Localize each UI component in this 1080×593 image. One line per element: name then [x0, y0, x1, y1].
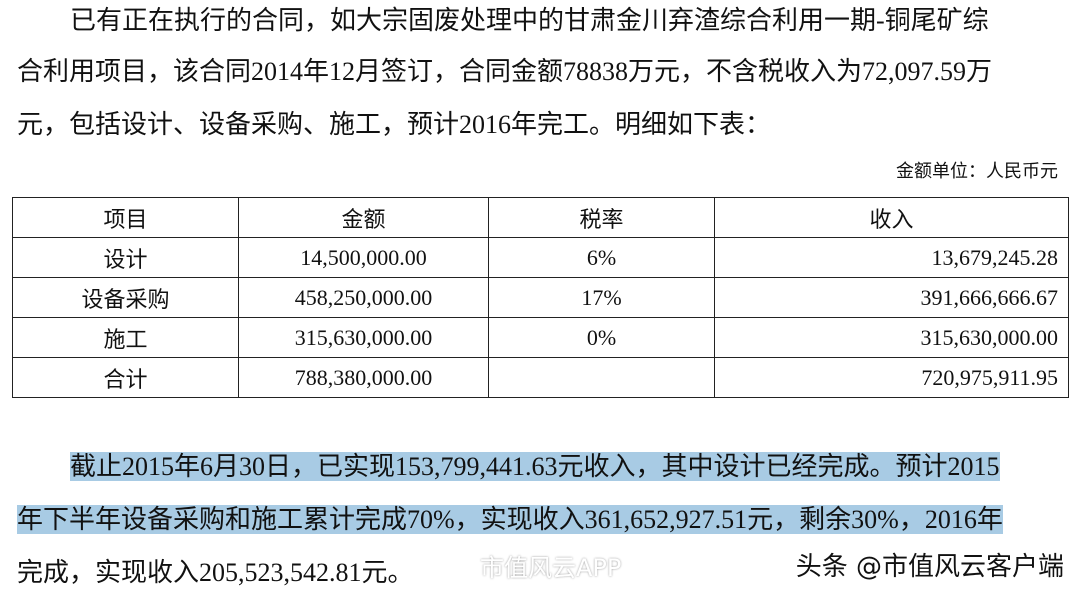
cell: 合计	[12, 357, 239, 398]
highlighted-text: 截止2015年6月30日，已实现153,799,441.63元收入，其中设计已经…	[70, 452, 1000, 481]
cell: 17%	[488, 277, 715, 318]
cell	[488, 357, 715, 398]
table-row: 施工 315,630,000.00 0% 315,630,000.00	[12, 317, 1069, 358]
header-cell: 金额	[238, 197, 489, 238]
cell: 6%	[488, 237, 715, 278]
cell: 0%	[488, 317, 715, 358]
cell: 设备采购	[12, 277, 239, 318]
table-row: 合计 788,380,000.00 720,975,911.95	[12, 357, 1069, 398]
contract-table: 项目 金额 税率 收入 设计 14,500,000.00 6% 13,679,245.…	[12, 197, 1069, 398]
toutiao-watermark: 头条 @市值风云客户端	[795, 552, 1064, 582]
table-row: 设备采购 458,250,000.00 17% 391,666,666.67	[12, 277, 1069, 318]
paragraph-line: 合利用项目，该合同2014年12月签订，合同金额78838万元，不含税收入为72…	[17, 57, 993, 86]
cell: 458,250,000.00	[238, 277, 489, 318]
cell: 14,500,000.00	[238, 237, 489, 278]
weibo-watermark: 市值风云APP	[480, 554, 622, 582]
header-cell: 收入	[714, 197, 1069, 238]
cell: 315,630,000.00	[714, 317, 1069, 358]
cell: 315,630,000.00	[238, 317, 489, 358]
paragraph-line: 完成，实现收入205,523,542.81元。	[17, 558, 414, 587]
cell: 施工	[12, 317, 239, 358]
paragraph-line: 年下半年设备采购和施工累计完成70%，实现收入361,652,927.51元，剩…	[17, 503, 1003, 537]
cell: 720,975,911.95	[714, 357, 1069, 398]
table-header-row: 项目 金额 税率 收入	[12, 197, 1069, 238]
cell: 788,380,000.00	[238, 357, 489, 398]
paragraph-line: 元，包括设计、设备采购、施工，预计2016年完工。明细如下表：	[17, 110, 772, 139]
unit-note: 金额单位：人民币元	[896, 161, 1058, 181]
paragraph-line: 已有正在执行的合同，如大宗固废处理中的甘肃金川弃渣综合利用一期-铜尾矿综	[70, 6, 989, 35]
header-cell: 项目	[12, 197, 239, 238]
highlighted-text: 年下半年设备采购和施工累计完成70%，实现收入361,652,927.51元，剩…	[17, 505, 1003, 534]
cell: 391,666,666.67	[714, 277, 1069, 318]
cell: 设计	[12, 237, 239, 278]
paragraph-line: 截止2015年6月30日，已实现153,799,441.63元收入，其中设计已经…	[70, 450, 1000, 484]
table-row: 设计 14,500,000.00 6% 13,679,245.28	[12, 237, 1069, 278]
cell: 13,679,245.28	[714, 237, 1069, 278]
header-cell: 税率	[488, 197, 715, 238]
